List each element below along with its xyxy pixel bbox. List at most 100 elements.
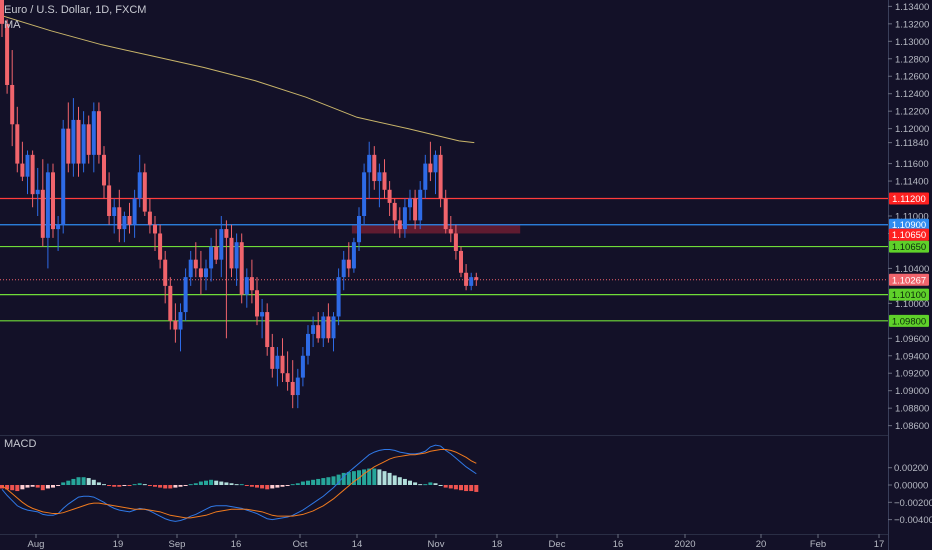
candle-body — [142, 172, 147, 212]
candle-body — [413, 198, 418, 221]
price-tick-label: 1.13000 — [895, 37, 929, 48]
macd-histogram-bar — [204, 480, 208, 485]
candle-body — [260, 312, 265, 317]
candle-body — [367, 154, 372, 173]
macd-histogram-bar — [81, 477, 86, 485]
candle-body — [127, 216, 132, 225]
price-tick-label: 1.09600 — [895, 334, 929, 345]
candle-body — [249, 277, 254, 291]
macd-histogram-bar — [331, 476, 336, 485]
resistance-zone — [351, 224, 521, 234]
candle-body — [25, 154, 30, 177]
macd-histogram-bar — [464, 485, 469, 492]
level-tag-blue: 1.10900 — [892, 220, 926, 231]
chart-title: Euro / U.S. Dollar, 1D, FXCM — [4, 4, 147, 16]
level-tag-red: 1.11200 — [892, 194, 926, 205]
macd-histogram-bar — [137, 483, 142, 485]
time-tick-label: 16 — [613, 539, 624, 550]
candle-body — [30, 154, 35, 195]
moving-average-line — [0, 14, 475, 144]
macd-histogram-bar — [346, 472, 351, 485]
macd-histogram-bar — [163, 485, 168, 489]
macd-histogram-bar — [219, 481, 224, 485]
candle-body — [357, 216, 361, 243]
price-tick-label: 1.12000 — [895, 124, 929, 135]
candle-body — [408, 198, 412, 208]
candle-body — [51, 172, 55, 230]
macd-histogram-bar — [249, 485, 254, 487]
candle-body — [229, 237, 234, 269]
macd-tick-label: 0.00200 — [894, 463, 928, 474]
candle-body — [219, 229, 224, 260]
macd-histogram-bar — [0, 485, 4, 489]
time-tick-label: Aug — [28, 539, 45, 550]
candle-body — [316, 325, 321, 339]
candle-body — [198, 268, 203, 278]
candle-body — [81, 124, 86, 164]
candle-body — [474, 277, 479, 280]
candle-body — [91, 111, 96, 155]
macd-histogram-bar — [275, 485, 280, 488]
candle-body — [423, 163, 428, 190]
candle-body — [244, 277, 249, 295]
macd-histogram-bar — [387, 472, 392, 485]
candle-body — [290, 381, 295, 396]
candle-body — [188, 259, 193, 278]
candle-body — [40, 189, 45, 238]
macd-histogram-bar — [448, 485, 453, 489]
macd-histogram-bar — [40, 485, 45, 491]
macd-histogram-bar — [132, 484, 137, 486]
macd-histogram-bar — [56, 485, 61, 486]
macd-histogram-bar — [112, 485, 117, 487]
macd-histogram-bar — [142, 484, 147, 486]
macd-histogram-bar — [428, 482, 433, 485]
macd-label: MACD — [4, 438, 37, 450]
candle-body — [183, 277, 188, 313]
candle-body — [10, 84, 15, 125]
macd-histogram-bar — [122, 485, 127, 486]
extra-price-tag-1: 1.10267 — [892, 275, 926, 286]
price-tick-label: 1.13400 — [895, 2, 929, 13]
macd-histogram-bar — [20, 485, 25, 490]
candle-body — [280, 355, 285, 374]
time-tick-label: Oct — [293, 539, 308, 550]
candle-body — [193, 259, 198, 269]
candle-body — [214, 246, 219, 260]
price-tick-label: 1.09400 — [895, 351, 929, 362]
candle-body — [428, 163, 433, 173]
level-tag-blue-bg — [889, 218, 929, 231]
candle-body — [453, 233, 458, 251]
candle-body — [0, 0, 4, 24]
price-tick-label: 1.13200 — [895, 19, 929, 30]
candle-body — [204, 268, 208, 278]
macd-histogram-bar — [30, 485, 35, 487]
candle-body — [76, 119, 81, 164]
macd-histogram-bar — [377, 469, 382, 485]
macd-histogram-bar — [397, 477, 402, 485]
time-tick-label: Nov — [428, 539, 445, 550]
macd-histogram-bar — [224, 482, 229, 485]
macd-histogram-bar — [45, 485, 50, 489]
macd-histogram-bar — [25, 485, 30, 488]
candle-body — [168, 285, 173, 321]
candle-body — [107, 185, 112, 216]
candle-body — [336, 277, 341, 317]
candle-body — [341, 259, 346, 278]
macd-histogram-bar — [198, 481, 203, 485]
candle-body — [397, 220, 402, 230]
macd-histogram-bar — [244, 485, 249, 486]
level-tag-green-lower-bg — [889, 314, 929, 327]
candle-body — [300, 355, 305, 378]
macd-histogram-bar — [290, 484, 295, 486]
macd-histogram-bar — [336, 474, 341, 485]
ma-indicator-label: MA — [4, 19, 21, 31]
macd-histogram-bar — [239, 484, 244, 486]
candle-body — [45, 172, 50, 238]
candle-body — [153, 224, 157, 234]
candle-body — [285, 373, 290, 382]
macd-histogram-bar — [295, 483, 300, 485]
candle-body — [66, 128, 71, 164]
candle-body — [326, 316, 331, 339]
macd-tick-label: −0.00200 — [894, 498, 932, 509]
